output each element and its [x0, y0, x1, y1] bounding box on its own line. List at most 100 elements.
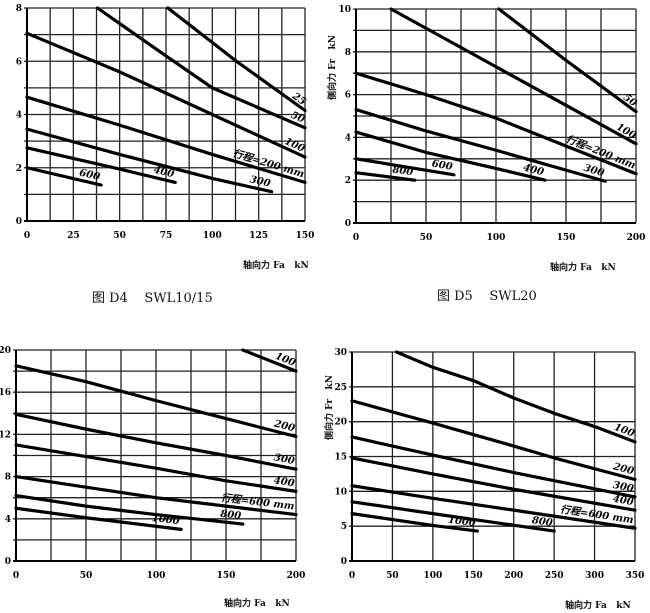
- chart-3-x-tick-label: 0: [13, 571, 19, 581]
- chart-2-ylabel: 侧向力 Fr kN: [328, 35, 338, 100]
- chart-1-series-label: 50: [289, 110, 306, 126]
- chart-3-series-line: [14, 412, 298, 471]
- chart-4-y-tick-label: 5: [341, 522, 347, 532]
- chart-2-y-tick-label: 2: [345, 176, 351, 186]
- chart-2-series-label: 600: [431, 159, 453, 173]
- chart-1-caption: 图 D4 SWL10/15: [92, 291, 213, 306]
- chart-2-x-tick-label: 100: [487, 233, 506, 243]
- chart-2-series-line: [354, 107, 607, 183]
- chart-3-xlabel: 轴向力 Fa kN: [224, 599, 290, 609]
- chart-4-series-line: [350, 512, 479, 533]
- chart-1-series-line: [25, 127, 274, 194]
- chart-1-series-label: 400: [152, 165, 175, 181]
- chart-1-y-tick-label: 2: [16, 164, 22, 174]
- chart-1-y-tick-label: 6: [16, 57, 22, 67]
- chart-2-series-line: [354, 171, 417, 182]
- chart-2-xlabel: 轴向力 Fa kN: [550, 263, 616, 273]
- chart-4-y-tick-label: 25: [334, 383, 347, 393]
- chart-4-y-tick-label: 20: [334, 418, 347, 428]
- chart-4-series-line: [350, 484, 637, 530]
- chart-1-x-tick-label: 50: [113, 231, 126, 241]
- chart-3-series-label: 300: [273, 452, 296, 467]
- chart-1-x-tick-label: 150: [296, 231, 315, 241]
- chart-2-x-tick-label: 200: [627, 233, 646, 243]
- chart-2-series-line: [389, 7, 638, 146]
- chart-4-series-line: [350, 456, 637, 512]
- chart-1-y-tick-label: 0: [16, 217, 22, 227]
- chart-1-series-line: [25, 95, 307, 184]
- chart-2-series-line: [354, 130, 547, 182]
- chart-4-series-line: [350, 399, 637, 482]
- chart-3-series-label: 400: [273, 475, 295, 489]
- chart-1-series-line: [166, 6, 307, 113]
- chart-3-series-line: [14, 364, 298, 439]
- chart-4-y-tick-label: 0: [341, 557, 347, 567]
- chart-1-series-line: [95, 6, 307, 130]
- chart-4-series-label: 1000: [447, 515, 476, 529]
- chart-4-x-tick-label: 200: [504, 571, 523, 581]
- chart-4-y-tick-label: 15: [334, 453, 347, 463]
- chart-2-x-tick-label: 150: [557, 233, 576, 243]
- chart-4-series-label: 200: [611, 461, 635, 477]
- chart-4-y-tick-label: 30: [334, 348, 347, 358]
- chart-3-x-tick-label: 50: [80, 571, 93, 581]
- chart-1-series-label: 300: [249, 174, 272, 189]
- chart-4-x-tick-label: 50: [386, 571, 399, 581]
- chart-4-series-line: [350, 500, 556, 533]
- chart-3-series-label: 800: [220, 509, 242, 522]
- chart-4-series-line: [350, 435, 637, 499]
- chart-3-x-tick-label: 100: [147, 571, 166, 581]
- chart-1-series-line: [25, 166, 103, 187]
- chart-2-y-tick-label: 10: [338, 5, 351, 15]
- chart-3-y-tick-label: 4: [5, 515, 11, 525]
- chart-3-y-tick-label: 20: [0, 346, 11, 356]
- chart-2-series-label: 300: [582, 163, 605, 179]
- chart-1-y-tick-label: 8: [16, 4, 22, 14]
- chart-3-series-line: [241, 348, 298, 373]
- chart-2-series-label: 800: [392, 165, 414, 179]
- chart-4-series-line: [394, 350, 637, 444]
- chart-4-ylabel: 侧向力 Fr kN: [325, 375, 335, 440]
- chart-3-y-tick-label: 12: [0, 430, 11, 440]
- chart-2-y-tick-label: 4: [345, 133, 351, 143]
- chart-4-x-tick-label: 100: [423, 571, 442, 581]
- chart-2-series-label: 400: [522, 163, 545, 179]
- chart-4-x-tick-label: 300: [585, 571, 604, 581]
- chart-3-series-line: [14, 443, 298, 493]
- chart-3-series-line: [14, 506, 183, 531]
- chart-2-y-tick-label: 6: [345, 91, 351, 101]
- chart-2-x-tick-label: 50: [420, 233, 433, 243]
- chart-4-x-tick-label: 250: [545, 571, 564, 581]
- chart-4-xlabel: 轴向力 Fa kN: [565, 601, 631, 611]
- chart-1-x-tick-label: 100: [203, 231, 222, 241]
- chart-3-y-tick-label: 8: [5, 473, 11, 483]
- chart-1-x-tick-label: 75: [160, 231, 173, 241]
- chart-4-series-label: 300: [612, 480, 635, 495]
- chart-3-series-line: [14, 475, 298, 517]
- chart-2-y-tick-label: 8: [345, 48, 351, 58]
- chart-1-x-tick-label: 125: [249, 231, 268, 241]
- chart-2-series-line: [497, 7, 638, 114]
- chart-3-x-tick-label: 200: [287, 571, 306, 581]
- chart-2-series-line: [354, 71, 638, 176]
- chart-1-x-tick-label: 25: [67, 231, 80, 241]
- chart-2-y-tick-label: 0: [345, 219, 351, 229]
- chart-4-x-tick-label: 0: [349, 571, 355, 581]
- chart-2-series-line: [354, 157, 456, 177]
- chart-1-x-tick-label: 0: [24, 231, 30, 241]
- chart-2-x-tick-label: 0: [353, 233, 359, 243]
- chart-1-xlabel: 轴向力 Fa kN: [243, 261, 309, 271]
- chart-1-y-tick-label: 4: [16, 111, 22, 121]
- chart-4-y-tick-label: 10: [334, 487, 347, 497]
- chart-4-series-label: 800: [531, 515, 553, 529]
- chart-3-x-tick-label: 150: [217, 571, 236, 581]
- chart-4-x-tick-label: 150: [464, 571, 483, 581]
- chart-1-series-label: 600: [78, 168, 101, 183]
- chart-4-x-tick-label: 350: [626, 571, 645, 581]
- chart-1-series-line: [25, 31, 307, 159]
- chart-4-series-label: 400: [612, 494, 634, 508]
- chart-3-y-tick-label: 0: [5, 557, 11, 567]
- chart-1-series-line: [25, 146, 177, 184]
- chart-3-series-label: 1000: [151, 513, 180, 527]
